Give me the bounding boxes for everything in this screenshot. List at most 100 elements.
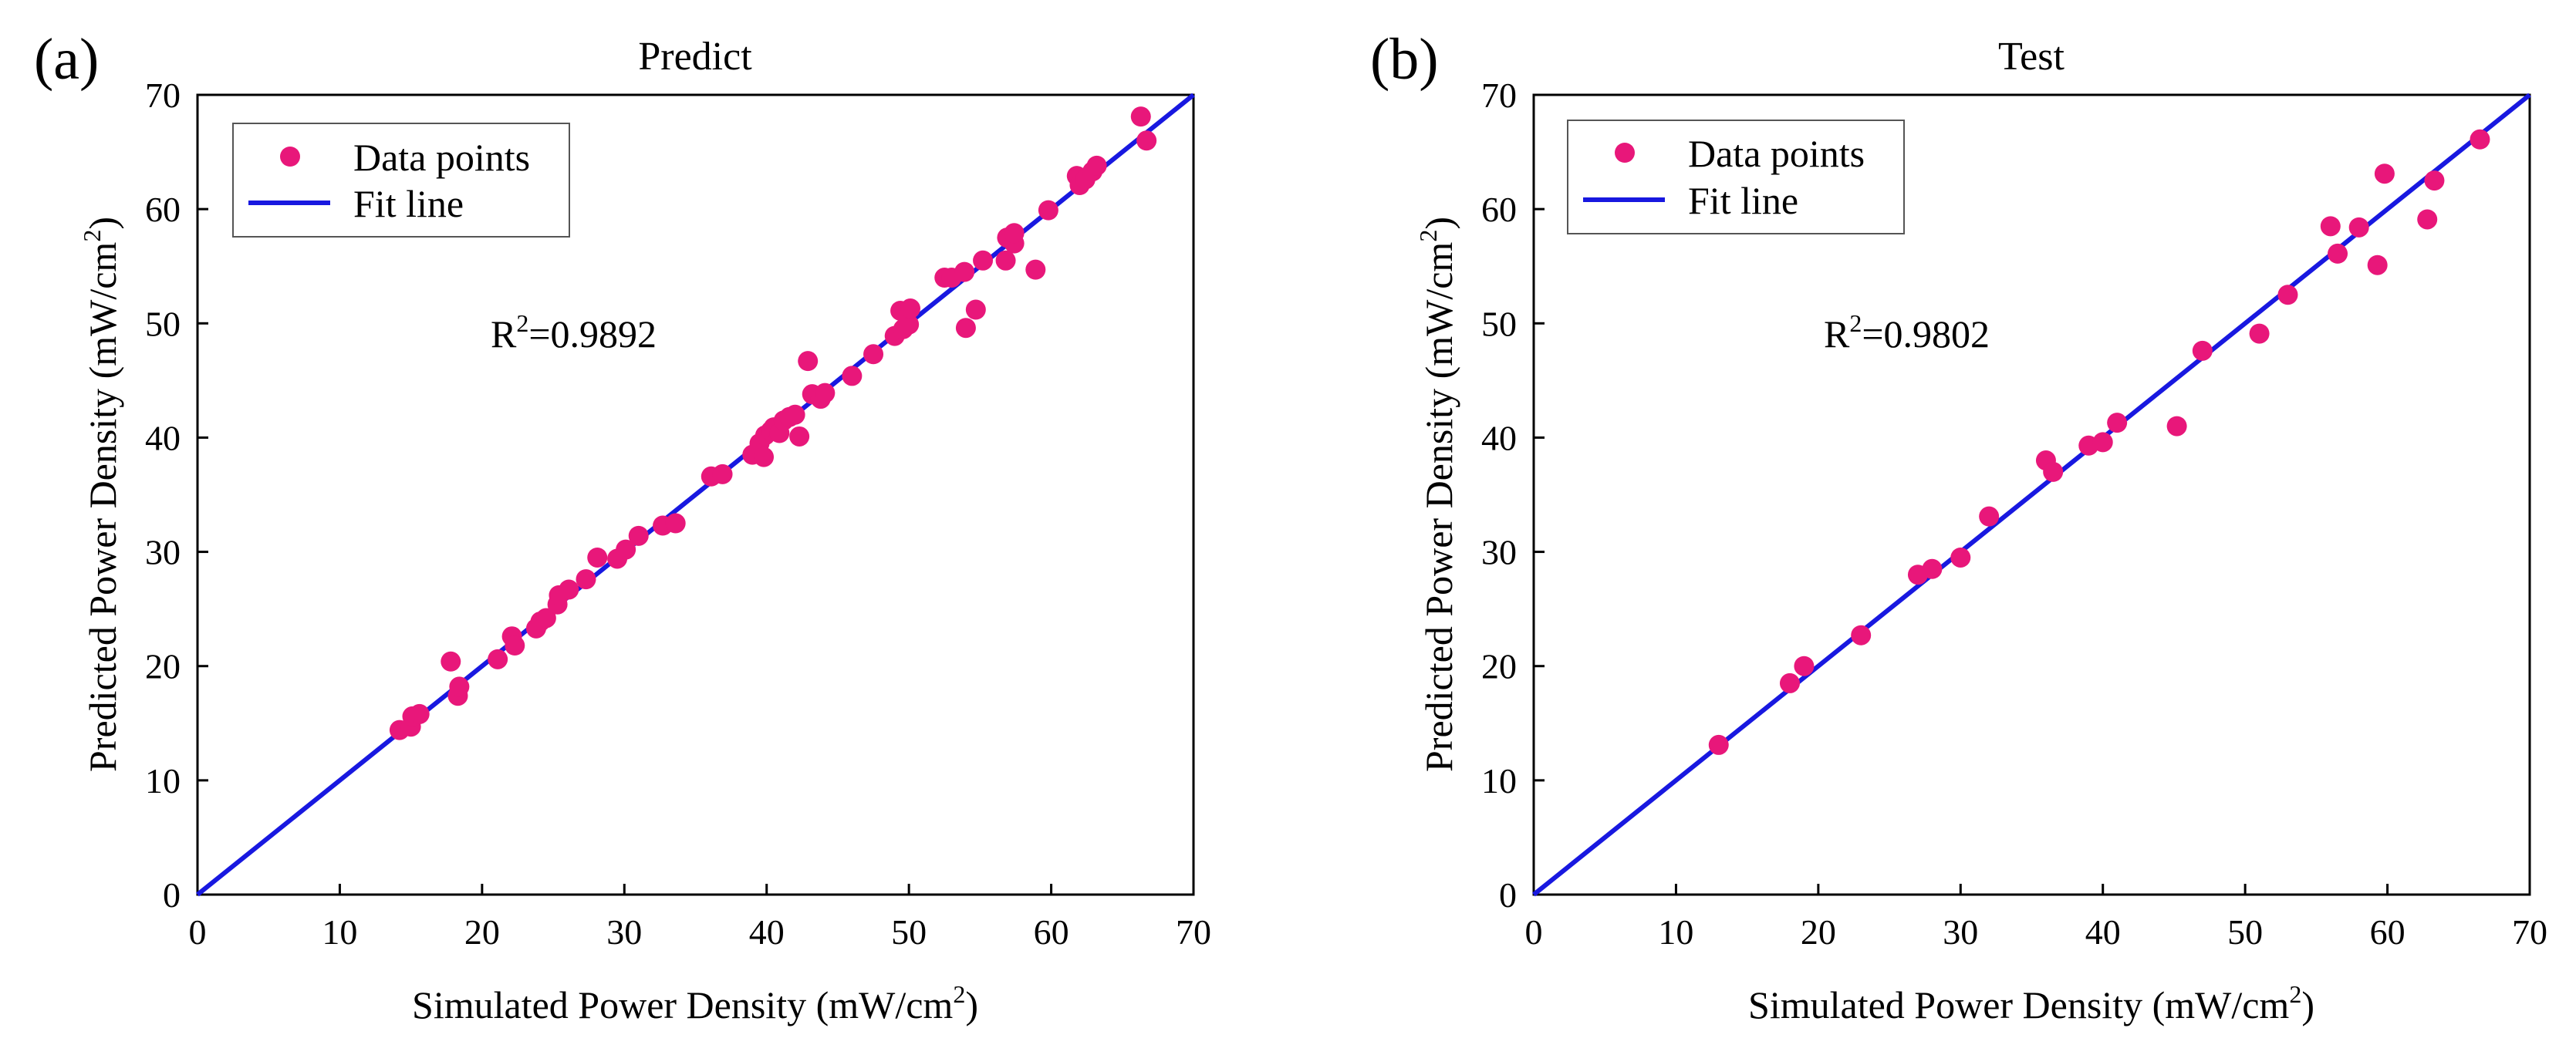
x-tick-label: 70 [1176, 912, 1211, 952]
y-tick-label: 40 [145, 418, 181, 457]
data-point [973, 250, 994, 271]
data-point [1086, 155, 1107, 176]
panel-label: (a) [34, 27, 99, 92]
data-point [2249, 323, 2270, 344]
chart-title: Predict [638, 35, 752, 79]
data-point [2348, 217, 2369, 238]
data-point [2374, 163, 2395, 184]
data-point [1851, 625, 1872, 645]
r-squared-annotation: R2=0.9802 [1824, 309, 1990, 356]
data-point [409, 703, 430, 724]
data-point [954, 261, 975, 282]
x-tick-label: 40 [2085, 912, 2121, 952]
x-tick-label: 0 [189, 912, 207, 952]
y-tick-label: 30 [145, 533, 181, 572]
y-tick-label: 0 [163, 875, 181, 915]
x-tick-label: 20 [464, 912, 500, 952]
data-point [449, 676, 470, 697]
y-tick-label: 20 [145, 647, 181, 686]
chart-title: Test [1998, 35, 2065, 79]
data-point [712, 463, 733, 484]
data-point [900, 298, 920, 319]
data-point [842, 366, 863, 386]
x-tick-label: 0 [1525, 912, 1543, 952]
data-point [1950, 547, 1971, 568]
data-point [587, 547, 608, 568]
data-point [2043, 461, 2064, 482]
data-point [2367, 254, 2388, 275]
y-axis-ticks: 0 10 20 30 40 50 60 70 [145, 76, 208, 915]
panel-label: (b) [1370, 27, 1439, 92]
x-axis-ticks: 0 10 20 30 40 50 60 70 [189, 884, 1211, 952]
legend-marker-data-points [1615, 143, 1635, 163]
data-point [665, 513, 686, 534]
x-tick-label: 40 [749, 912, 785, 952]
x-tick-label: 60 [2370, 912, 2406, 952]
data-point [2417, 209, 2438, 230]
legend: Data points Fit line [1567, 120, 1905, 234]
data-point [2320, 216, 2341, 237]
y-tick-label: 70 [145, 76, 181, 115]
data-point [1038, 200, 1058, 221]
data-points [389, 106, 1157, 740]
legend-label-data-points: Data points [353, 136, 530, 179]
data-point [2092, 432, 2113, 453]
x-tick-label: 50 [2227, 912, 2263, 952]
x-tick-label: 30 [1943, 912, 1978, 952]
y-tick-label: 0 [1499, 875, 1517, 915]
legend-box [232, 123, 570, 238]
data-points [1708, 129, 2490, 755]
legend: Data points Fit line [232, 123, 570, 238]
data-point [863, 344, 884, 365]
y-tick-label: 60 [1481, 190, 1517, 229]
legend-label-data-points: Data points [1688, 132, 1865, 175]
plot-area [196, 93, 1195, 896]
y-axis-label: Predicted Power Density (mW/cm2) [1414, 217, 1460, 772]
data-point [2424, 170, 2445, 191]
data-point [899, 314, 920, 335]
x-tick-label: 30 [606, 912, 642, 952]
y-tick-label: 10 [1481, 761, 1517, 801]
data-point [815, 383, 836, 403]
x-tick-label: 10 [1658, 912, 1693, 952]
data-point [2166, 416, 2187, 436]
y-tick-label: 10 [145, 761, 181, 801]
data-point [559, 579, 579, 600]
data-point [535, 608, 556, 629]
x-axis-label: Simulated Power Density (mW/cm2) [412, 980, 978, 1026]
plot-area [1532, 93, 2531, 896]
x-tick-label: 50 [891, 912, 927, 952]
data-point [441, 651, 461, 672]
r-squared-annotation: R2=0.9892 [491, 309, 657, 356]
fit-line [196, 93, 1195, 897]
data-point [1779, 672, 1800, 693]
data-point [995, 250, 1016, 271]
y-tick-label: 50 [1481, 304, 1517, 343]
y-axis-ticks: 0 10 20 30 40 50 60 70 [1481, 76, 1545, 915]
data-point [965, 299, 986, 320]
data-point [1025, 259, 1046, 280]
data-point [789, 426, 810, 447]
data-point [2328, 243, 2348, 264]
data-point [628, 525, 649, 546]
x-tick-label: 70 [2512, 912, 2547, 952]
x-tick-label: 20 [1801, 912, 1836, 952]
legend-box [1567, 120, 1905, 234]
x-axis-label: Simulated Power Density (mW/cm2) [1748, 980, 2314, 1026]
data-point [488, 649, 508, 669]
data-point [576, 569, 596, 590]
x-tick-label: 60 [1034, 912, 1069, 952]
y-tick-label: 20 [1481, 647, 1517, 686]
data-point [1922, 558, 1943, 579]
y-tick-label: 30 [1481, 533, 1517, 572]
panel-b: (b) Test 0 10 20 30 40 50 60 70 0 10 20 30 40 50 60 70… [1370, 27, 2547, 1026]
data-point [1979, 506, 2000, 527]
data-point [1004, 223, 1025, 244]
x-axis-ticks: 0 10 20 30 40 50 60 70 [1525, 884, 2547, 952]
data-point [798, 351, 819, 372]
y-tick-label: 40 [1481, 418, 1517, 457]
data-point [955, 318, 976, 339]
data-point [1136, 130, 1157, 151]
data-point [2470, 129, 2490, 150]
